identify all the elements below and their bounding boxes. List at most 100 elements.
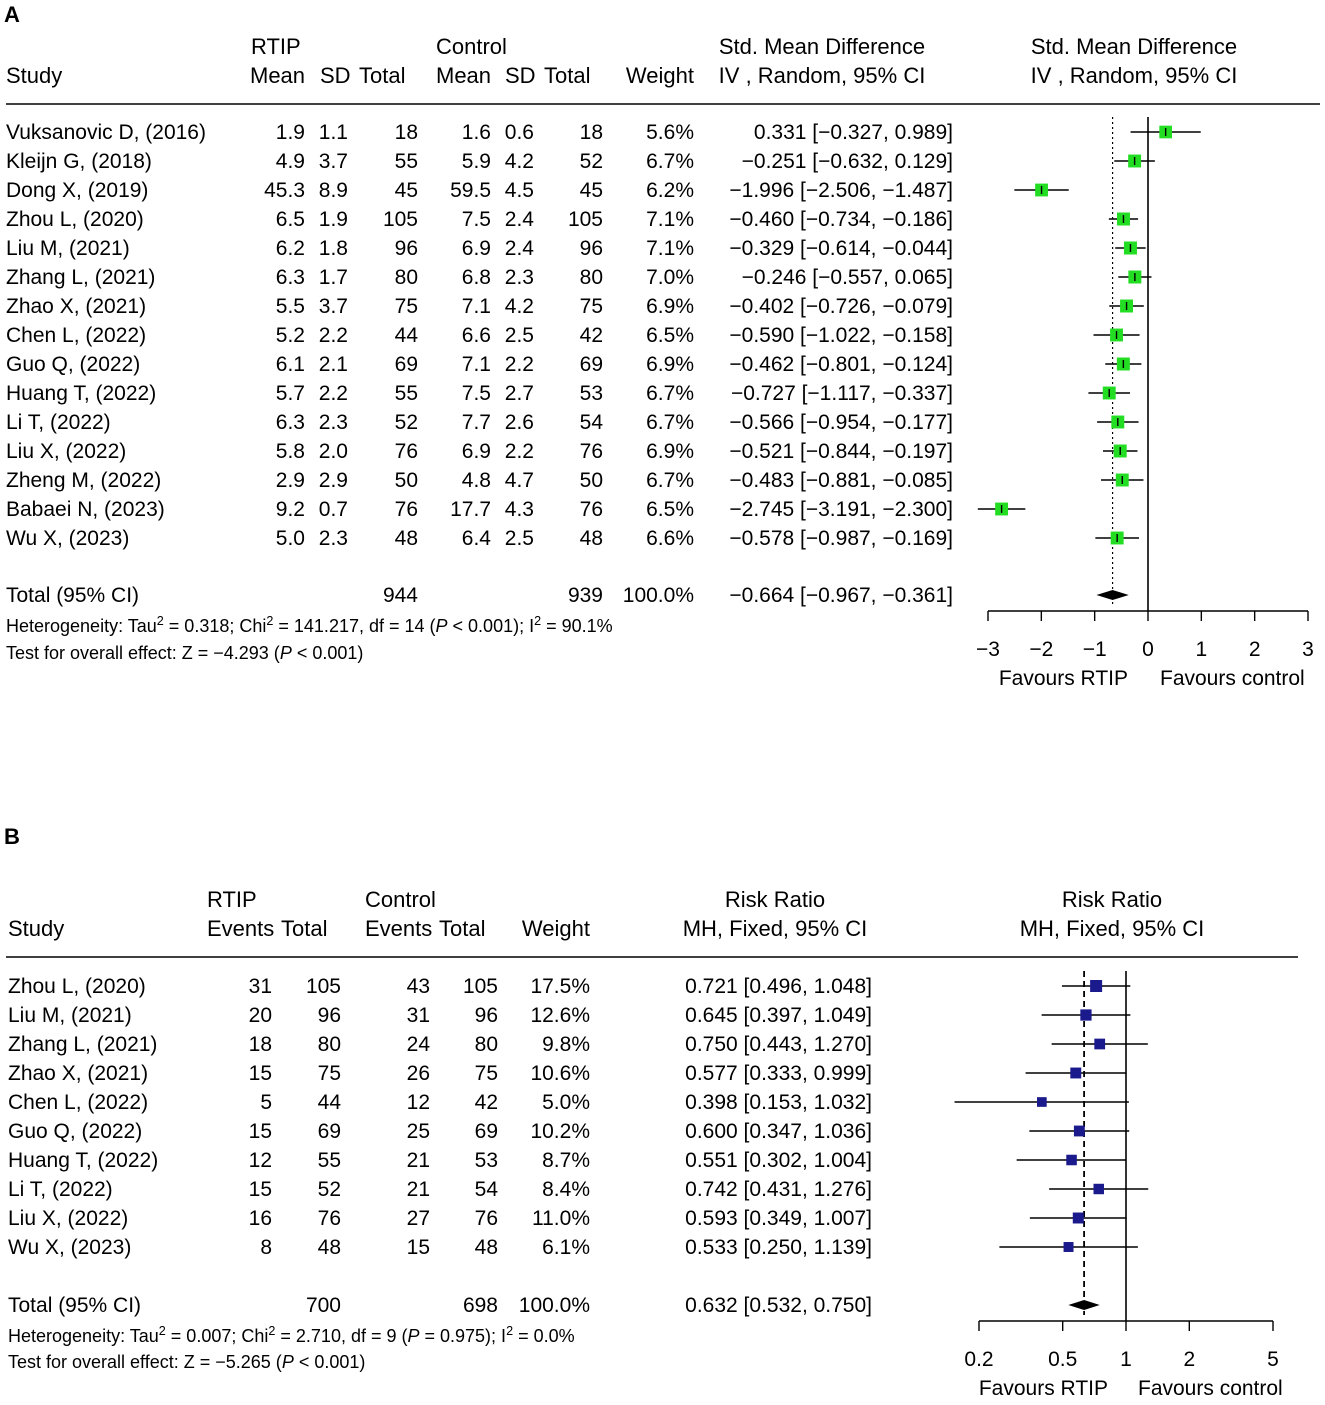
- study-name: Huang T, (2022): [6, 382, 156, 405]
- rtip-events: 15: [249, 1062, 272, 1085]
- study-name: Dong X, (2019): [6, 179, 148, 202]
- rtip-mean: 5.2: [276, 324, 305, 347]
- control-total: 45: [580, 179, 603, 202]
- x-axis-tick-label: −1: [1083, 638, 1107, 661]
- x-axis-tick-label: 2: [1183, 1348, 1195, 1371]
- study-effect-ci: −0.246 [−0.557, 0.065]: [742, 266, 953, 289]
- control-mean: 59.5: [450, 179, 491, 202]
- panel-a: A RTIP Control Std. Mean Difference Std. Mea…: [4, 2, 1320, 690]
- total-col-header: Total: [281, 916, 327, 941]
- study-row: Wu X, (2023) 8 48 15 48 6.1% 0.533 [0.250, 1.1…: [8, 1236, 1138, 1259]
- control-sd: 4.2: [505, 150, 534, 173]
- study-name: Liu M, (2021): [6, 237, 130, 260]
- study-name: Guo Q, (2022): [8, 1120, 142, 1143]
- point-estimate-marker: [1093, 1183, 1104, 1195]
- study-row: Liu X, (2022) 16 76 27 76 11.0% 0.593 [0.349, …: [8, 1207, 1127, 1230]
- control-total: 96: [475, 1004, 498, 1027]
- control-total: 69: [475, 1120, 498, 1143]
- control-events: 12: [407, 1091, 430, 1114]
- rtip-total: 18: [395, 121, 418, 144]
- study-row: Li T, (2022) 15 52 21 54 8.4% 0.742 [0.431, 1.…: [8, 1178, 1149, 1201]
- study-weight: 10.2%: [530, 1120, 590, 1143]
- rtip-total: 52: [318, 1178, 341, 1201]
- study-name: Zhou L, (2020): [6, 208, 144, 231]
- control-sd: 4.3: [505, 498, 534, 521]
- rtip-total: 69: [395, 353, 418, 376]
- x-axis-tick-label: 5: [1267, 1348, 1279, 1371]
- effect-method-header: IV , Random, 95% CI: [719, 63, 926, 88]
- study-name: Zhang L, (2021): [8, 1033, 157, 1056]
- control-total: 42: [475, 1091, 498, 1114]
- control-total: 50: [580, 469, 603, 492]
- study-row: Huang T, (2022) 5.7 2.2 55 7.5 2.7 53 6.7% −0.72…: [6, 382, 1131, 405]
- study-name: Wu X, (2023): [8, 1236, 131, 1259]
- control-sd: 2.2: [505, 353, 534, 376]
- rtip-events: 5: [260, 1091, 272, 1114]
- study-effect-ci: 0.645 [0.397, 1.049]: [685, 1004, 872, 1027]
- total-col-header: Total: [359, 63, 405, 88]
- study-weight: 6.2%: [646, 179, 694, 202]
- rtip-mean: 45.3: [264, 179, 305, 202]
- events-col-header: Events: [207, 916, 274, 941]
- rtip-total: 80: [395, 266, 418, 289]
- study-weight: 5.6%: [646, 121, 694, 144]
- study-weight: 17.5%: [530, 975, 590, 998]
- study-name: Zheng M, (2022): [6, 469, 161, 492]
- total-label: Total (95% CI): [8, 1294, 141, 1317]
- heterogeneity-stats: Heterogeneity: Tau2 = 0.318; Chi2 = 141.…: [6, 614, 613, 636]
- study-weight: 7.1%: [646, 237, 694, 260]
- control-mean: 6.6: [462, 324, 491, 347]
- control-events: 15: [407, 1236, 430, 1259]
- control-mean: 6.8: [462, 266, 491, 289]
- rtip-total: 96: [395, 237, 418, 260]
- control-events: 27: [407, 1207, 430, 1230]
- control-mean: 7.7: [462, 411, 491, 434]
- control-events: 21: [407, 1178, 430, 1201]
- rtip-mean: 4.9: [276, 150, 305, 173]
- study-weight: 7.1%: [646, 208, 694, 231]
- rtip-mean: 6.1: [276, 353, 305, 376]
- control-total: 96: [580, 237, 603, 260]
- total-label: Total (95% CI): [6, 584, 139, 607]
- control-total: 75: [475, 1062, 498, 1085]
- study-effect-ci: −0.329 [−0.614, −0.044]: [729, 237, 953, 260]
- study-effect-ci: −0.460 [−0.734, −0.186]: [729, 208, 953, 231]
- control-total: 69: [580, 353, 603, 376]
- study-row: Zhang L, (2021) 18 80 24 80 9.8% 0.750 [0.443,…: [8, 1033, 1148, 1056]
- total-n1: 944: [383, 584, 418, 607]
- study-name: Zhou L, (2020): [8, 975, 146, 998]
- favours-right-label: Favours control: [1160, 667, 1305, 690]
- study-weight: 10.6%: [530, 1062, 590, 1085]
- study-weight: 6.7%: [646, 382, 694, 405]
- total-weight: 100.0%: [623, 584, 694, 607]
- study-name: Zhao X, (2021): [8, 1062, 148, 1085]
- favours-left-label: Favours RTIP: [979, 1377, 1108, 1400]
- study-name: Kleijn G, (2018): [6, 150, 152, 173]
- rtip-total: 76: [395, 498, 418, 521]
- pooled-diamond: [1068, 1300, 1100, 1310]
- study-name: Guo Q, (2022): [6, 353, 140, 376]
- favours-right-label: Favours control: [1138, 1377, 1283, 1400]
- study-name: Wu X, (2023): [6, 527, 129, 550]
- study-weight: 6.7%: [646, 411, 694, 434]
- study-row: Guo Q, (2022) 15 69 25 69 10.2% 0.600 [0.347, …: [8, 1120, 1130, 1143]
- control-sd: 2.6: [505, 411, 534, 434]
- study-weight: 12.6%: [530, 1004, 590, 1027]
- study-row: Dong X, (2019) 45.3 8.9 45 59.5 4.5 45 6.2% −1.9…: [6, 179, 1069, 202]
- study-effect-ci: 0.721 [0.496, 1.048]: [685, 975, 872, 998]
- control-total: 52: [580, 150, 603, 173]
- total-n1: 700: [306, 1294, 341, 1317]
- rtip-total: 45: [395, 179, 418, 202]
- rtip-sd: 2.1: [319, 353, 348, 376]
- control-mean: 1.6: [462, 121, 491, 144]
- pooled-diamond: [1096, 590, 1129, 600]
- rtip-mean: 5.0: [276, 527, 305, 550]
- rtip-total: 76: [395, 440, 418, 463]
- study-name: Liu X, (2022): [8, 1207, 128, 1230]
- control-sd: 2.3: [505, 266, 534, 289]
- rtip-sd: 8.9: [319, 179, 348, 202]
- study-effect-ci: −0.483 [−0.881, −0.085]: [729, 469, 953, 492]
- rtip-total: 96: [318, 1004, 341, 1027]
- overall-effect-test: Test for overall effect: Z = −5.265 (P <…: [8, 1352, 365, 1372]
- rtip-mean: 6.2: [276, 237, 305, 260]
